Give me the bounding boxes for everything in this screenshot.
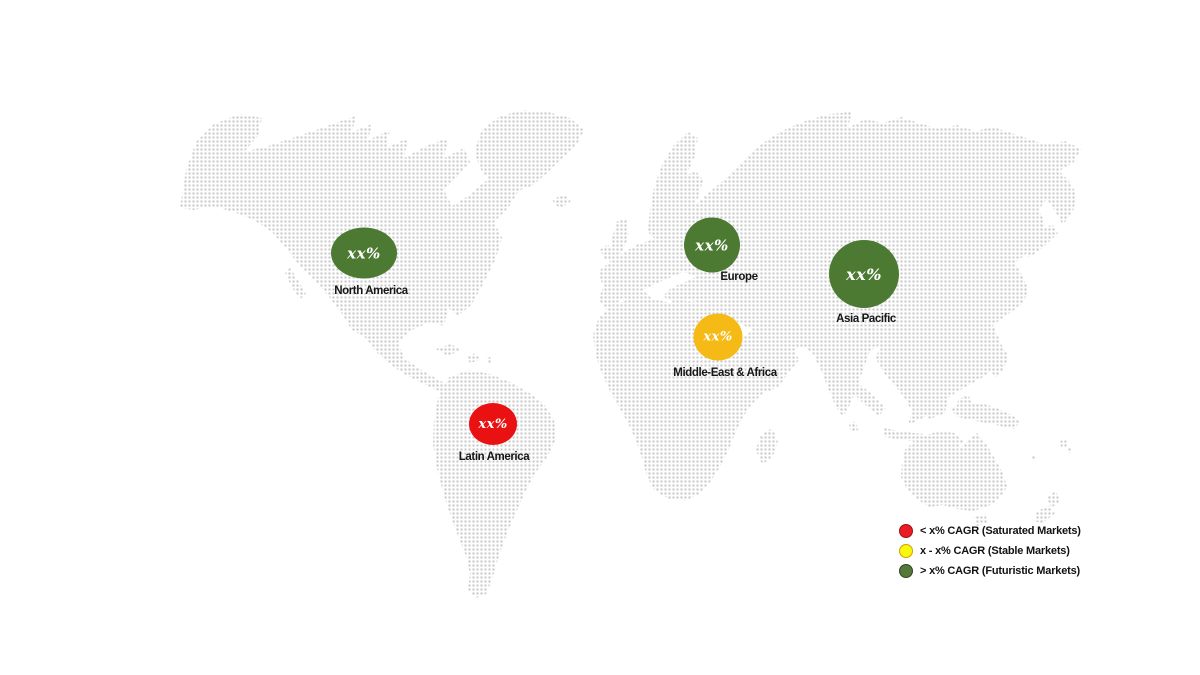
region-value-asia-pacific: xx% xyxy=(846,264,882,284)
region-value-latin-america: xx% xyxy=(478,416,508,432)
landmass-japan xyxy=(1027,224,1058,258)
landmass-uk xyxy=(608,218,629,264)
landmass-ireland xyxy=(600,244,613,260)
legend-dot-saturated-icon xyxy=(899,524,913,538)
legend-item-stable: x - x% CAGR (Stable Markets) xyxy=(899,541,1081,561)
landmass-greenland xyxy=(474,110,584,192)
region-bubble-middle-east-africa: xx% xyxy=(693,313,743,361)
landmass-new-guinea xyxy=(950,402,1021,429)
landmass-south-america xyxy=(433,370,556,598)
landmass-pacific-islands xyxy=(1030,440,1073,461)
landmass-baja xyxy=(285,268,306,299)
landmass-sumatra xyxy=(850,382,886,416)
region-label-europe: Europe xyxy=(720,271,758,283)
region-label-latin-america: Latin America xyxy=(458,451,530,463)
legend-item-futuristic: > x% CAGR (Futuristic Markets) xyxy=(899,561,1081,581)
landmass-korea xyxy=(1010,220,1025,242)
region-label-asia-pacific: Asia Pacific xyxy=(836,313,896,325)
region-bubble-europe: xx% xyxy=(684,217,740,273)
region-value-north-america: xx% xyxy=(347,244,381,262)
region-value-europe: xx% xyxy=(695,236,729,254)
legend-dot-stable-icon xyxy=(899,544,913,558)
legend-label-stable: x - x% CAGR (Stable Markets) xyxy=(920,545,1070,557)
legend-label-saturated: < x% CAGR (Saturated Markets) xyxy=(920,525,1081,537)
region-bubble-latin-america: xx% xyxy=(469,403,517,445)
landmass-africa xyxy=(593,297,773,501)
landmass-madagascar xyxy=(756,428,778,464)
landmass-iceland xyxy=(552,194,571,209)
legend-dot-futuristic-icon xyxy=(899,564,913,578)
landmass-sri-lanka xyxy=(849,421,858,433)
region-bubble-north-america: xx% xyxy=(331,227,397,279)
region-bubble-asia-pacific: xx% xyxy=(829,240,899,308)
legend-item-saturated: < x% CAGR (Saturated Markets) xyxy=(899,521,1081,541)
landmass-sakhalin xyxy=(1056,188,1066,206)
landmass-caribbean xyxy=(436,344,492,363)
landmass-java xyxy=(882,428,924,442)
legend: < x% CAGR (Saturated Markets) x - x% CAG… xyxy=(899,521,1081,581)
landmass-philippines xyxy=(990,346,1009,379)
region-value-middle-east-africa: xx% xyxy=(703,329,733,345)
landmass-new-zealand xyxy=(1034,491,1060,523)
landmass-australia xyxy=(901,431,1007,511)
legend-label-futuristic: > x% CAGR (Futuristic Markets) xyxy=(920,565,1080,577)
region-label-middle-east-africa: Middle-East & Africa xyxy=(673,367,777,379)
landmass-tasmania xyxy=(974,514,988,526)
region-label-north-america: North America xyxy=(334,285,408,297)
landmass-borneo xyxy=(918,390,948,419)
